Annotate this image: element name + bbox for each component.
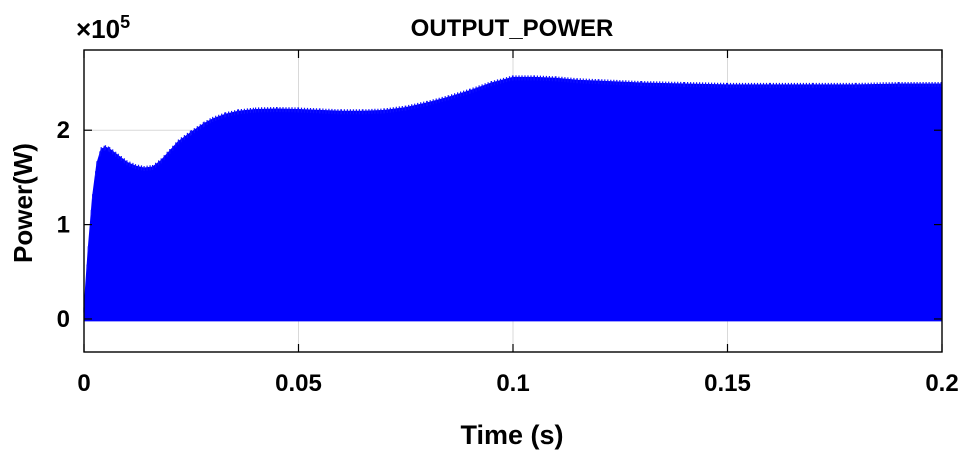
y-axis-exponent: ×105 [76,12,130,44]
x-tick-label-3: 0.15 [704,370,751,397]
x-tick-label-0: 0 [77,370,90,397]
x-tick-label-2: 0.1 [496,370,529,397]
exponent-base: ×10 [76,14,120,44]
exponent-power: 5 [120,12,130,32]
y-tick-label-0: 0 [57,306,70,333]
x-axis-label: Time (s) [460,420,563,450]
plot-area: 0 0.05 0.1 0.15 0.2 0 1 2 [57,49,959,397]
x-tick-label-4: 0.2 [925,370,958,397]
y-axis-label: Power(W) [8,143,38,263]
y-tick-label-1: 1 [57,212,70,239]
y-tick-label-2: 2 [57,117,70,144]
power-signal-envelope [83,76,943,322]
x-tick-label-1: 0.05 [275,370,322,397]
chart-title: OUTPUT_POWER [411,15,614,42]
